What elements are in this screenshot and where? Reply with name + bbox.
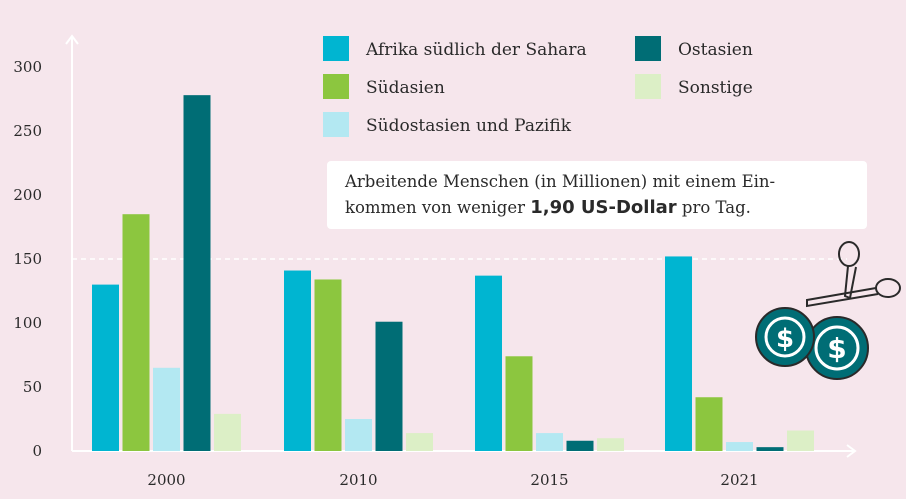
y-tick-label: 150 xyxy=(13,250,42,268)
x-tick-label: 2000 xyxy=(147,471,185,489)
legend-label: Sonstige xyxy=(678,78,753,98)
bar xyxy=(566,440,594,451)
bar xyxy=(726,442,753,451)
bar xyxy=(314,279,342,451)
coin-symbol-front: $ xyxy=(776,324,794,354)
legend-label: Südostasien und Pazifik xyxy=(366,116,572,136)
legend-label: Südasien xyxy=(366,78,445,98)
x-tick-label: 2021 xyxy=(720,471,758,489)
y-axis-arrow xyxy=(65,34,79,45)
bar xyxy=(183,95,211,451)
bar xyxy=(756,447,784,451)
legend-swatch xyxy=(635,36,661,61)
y-tick-label: 300 xyxy=(13,58,42,76)
chart-annotation-box: Arbeitende Menschen (in Millionen) mit e… xyxy=(327,161,867,229)
bar xyxy=(406,433,433,451)
legend-swatch xyxy=(323,36,349,61)
bar xyxy=(92,284,119,451)
x-axis-arrow xyxy=(846,444,857,458)
bar xyxy=(695,397,723,451)
legend-label: Ostasien xyxy=(678,40,753,60)
y-tick-label: 250 xyxy=(13,122,42,140)
x-tick-label: 2010 xyxy=(339,471,377,489)
bar xyxy=(505,356,533,451)
note-line-1: Arbeitende Menschen (in Millionen) mit e… xyxy=(345,172,776,191)
note-highlight-amount: 1,90 US-Dollar xyxy=(530,197,677,218)
bar xyxy=(153,367,180,451)
y-tick-label: 100 xyxy=(13,314,42,332)
bar xyxy=(214,413,241,451)
note-line-2-end: pro Tag. xyxy=(676,198,751,217)
bar xyxy=(375,321,403,451)
coin-symbol-back: $ xyxy=(827,332,846,365)
bar xyxy=(345,419,372,451)
legend-swatch xyxy=(635,74,661,99)
bar xyxy=(665,256,692,451)
legend-swatch xyxy=(323,112,349,137)
y-tick-label: 0 xyxy=(32,442,42,460)
legend-swatch xyxy=(323,74,349,99)
scissors-coins-icon: $ $ xyxy=(755,241,901,380)
bar xyxy=(787,430,814,451)
note-line-2-start: kommen von weniger xyxy=(345,198,531,217)
bar xyxy=(536,433,563,451)
y-tick-label: 50 xyxy=(23,378,42,396)
bar xyxy=(597,438,624,451)
legend-label: Afrika südlich der Sahara xyxy=(365,40,587,60)
y-tick-label: 200 xyxy=(13,186,42,204)
x-tick-label: 2015 xyxy=(530,471,568,489)
bar xyxy=(475,275,502,451)
bar xyxy=(284,270,311,451)
bar xyxy=(122,214,150,451)
